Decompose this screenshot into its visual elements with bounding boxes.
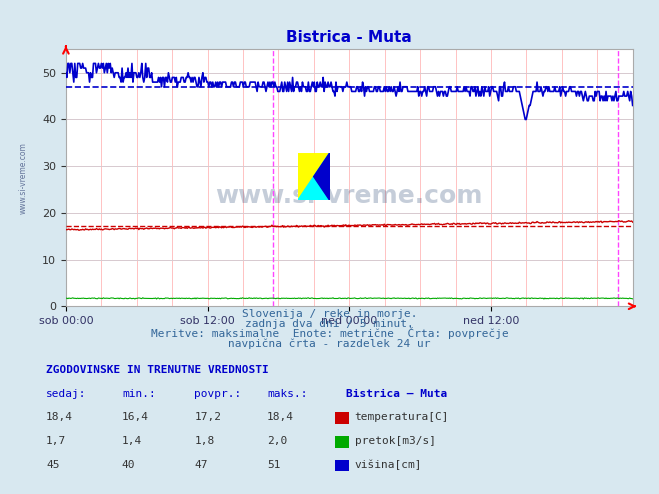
Text: 18,4: 18,4	[46, 412, 73, 422]
Polygon shape	[314, 153, 330, 200]
Title: Bistrica - Muta: Bistrica - Muta	[287, 31, 412, 45]
Text: sedaj:: sedaj:	[46, 389, 86, 399]
Text: Slovenija / reke in morje.: Slovenija / reke in morje.	[242, 309, 417, 319]
Text: min.:: min.:	[122, 389, 156, 399]
Text: 47: 47	[194, 460, 208, 470]
Text: višina[cm]: višina[cm]	[355, 459, 422, 470]
Text: 45: 45	[46, 460, 59, 470]
Text: 1,7: 1,7	[46, 436, 67, 446]
Polygon shape	[298, 153, 330, 200]
Text: 17,2: 17,2	[194, 412, 221, 422]
Text: maks.:: maks.:	[267, 389, 307, 399]
Text: Meritve: maksimalne  Enote: metrične  Črta: povprečje: Meritve: maksimalne Enote: metrične Črta…	[151, 327, 508, 339]
Text: pretok[m3/s]: pretok[m3/s]	[355, 436, 436, 446]
Text: Bistrica – Muta: Bistrica – Muta	[346, 389, 447, 399]
Text: 2,0: 2,0	[267, 436, 287, 446]
Text: zadnja dva dni / 5 minut.: zadnja dva dni / 5 minut.	[245, 319, 414, 329]
Text: www.si-vreme.com: www.si-vreme.com	[19, 142, 28, 214]
Text: 18,4: 18,4	[267, 412, 294, 422]
Text: navpična črta - razdelek 24 ur: navpična črta - razdelek 24 ur	[228, 338, 431, 349]
Text: 51: 51	[267, 460, 280, 470]
Text: www.si-vreme.com: www.si-vreme.com	[215, 184, 483, 208]
Text: temperatura[C]: temperatura[C]	[355, 412, 449, 422]
Text: 1,8: 1,8	[194, 436, 215, 446]
Text: 1,4: 1,4	[122, 436, 142, 446]
Polygon shape	[298, 153, 330, 200]
Text: 16,4: 16,4	[122, 412, 149, 422]
Text: 40: 40	[122, 460, 135, 470]
Text: ZGODOVINSKE IN TRENUTNE VREDNOSTI: ZGODOVINSKE IN TRENUTNE VREDNOSTI	[46, 365, 269, 375]
Text: povpr.:: povpr.:	[194, 389, 242, 399]
